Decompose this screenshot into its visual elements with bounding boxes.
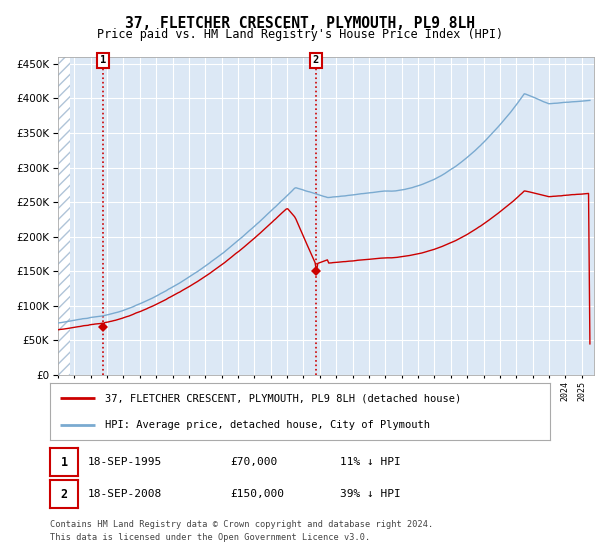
Text: 37, FLETCHER CRESCENT, PLYMOUTH, PL9 8LH: 37, FLETCHER CRESCENT, PLYMOUTH, PL9 8LH <box>125 16 475 31</box>
Text: 2: 2 <box>61 488 68 501</box>
Text: £70,000: £70,000 <box>230 457 277 467</box>
Text: 11% ↓ HPI: 11% ↓ HPI <box>340 457 401 467</box>
Text: This data is licensed under the Open Government Licence v3.0.: This data is licensed under the Open Gov… <box>50 533 370 542</box>
Text: Contains HM Land Registry data © Crown copyright and database right 2024.: Contains HM Land Registry data © Crown c… <box>50 520 433 529</box>
Text: 2: 2 <box>313 55 319 66</box>
Text: 39% ↓ HPI: 39% ↓ HPI <box>340 489 401 499</box>
Text: 37, FLETCHER CRESCENT, PLYMOUTH, PL9 8LH (detached house): 37, FLETCHER CRESCENT, PLYMOUTH, PL9 8LH… <box>105 393 461 403</box>
Text: 18-SEP-2008: 18-SEP-2008 <box>88 489 162 499</box>
Text: 1: 1 <box>100 55 106 66</box>
Text: £150,000: £150,000 <box>230 489 284 499</box>
Text: Price paid vs. HM Land Registry's House Price Index (HPI): Price paid vs. HM Land Registry's House … <box>97 28 503 41</box>
Text: 1: 1 <box>61 455 68 469</box>
Text: 18-SEP-1995: 18-SEP-1995 <box>88 457 162 467</box>
Text: HPI: Average price, detached house, City of Plymouth: HPI: Average price, detached house, City… <box>105 419 430 430</box>
